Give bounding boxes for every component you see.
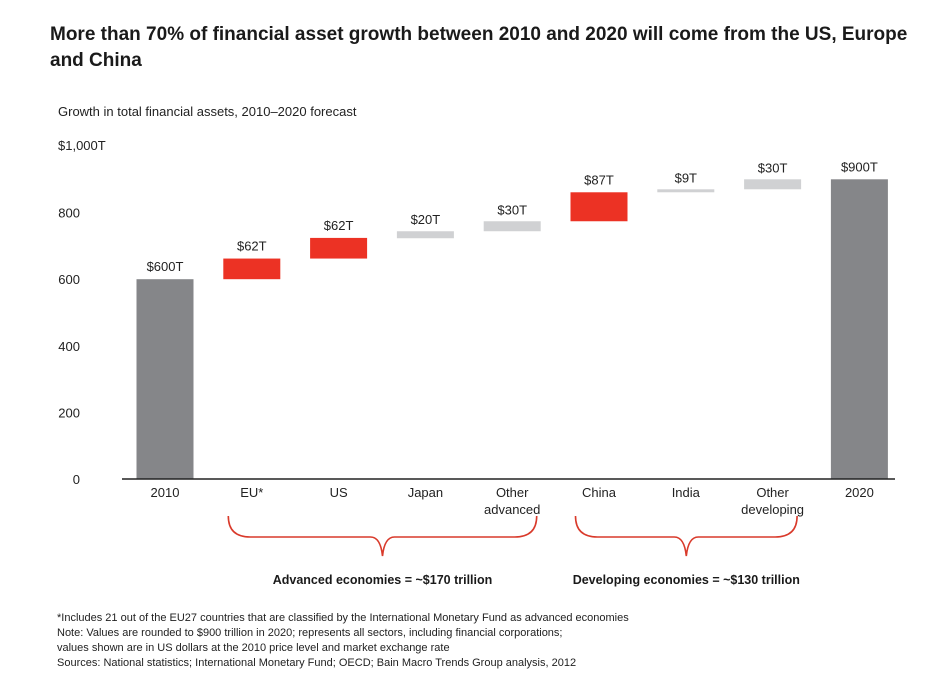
bar-eu- [223, 258, 281, 280]
category-label: 2010 [151, 485, 180, 500]
y-axis-top-label: $1,000T [58, 138, 106, 153]
y-tick-label: 0 [73, 472, 80, 487]
bar-japan [396, 231, 454, 239]
y-tick-label: 200 [58, 405, 80, 420]
y-tick-label: 800 [58, 206, 80, 221]
value-label: $9T [675, 170, 697, 185]
advanced-economies-label: Advanced economies = ~$170 trillion [273, 573, 493, 587]
bar-other-advanced [483, 221, 541, 232]
waterfall-chart: 0 200 400 600 800 $1,000T $600T 2010 $62T EU* $62T… [58, 138, 895, 587]
footnote-note-cont: values shown are in US dollars at the 20… [57, 642, 450, 654]
category-label: developing [741, 502, 804, 517]
y-tick-label: 600 [58, 272, 80, 287]
footnote-eu: *Includes 21 out of the EU27 countries t… [57, 612, 629, 624]
chart-subtitle: Growth in total financial assets, 2010–2… [58, 104, 357, 119]
value-label: $87T [584, 172, 614, 187]
value-label: $20T [411, 212, 441, 227]
value-label: $62T [237, 239, 267, 254]
bar-india [657, 189, 715, 193]
y-tick-label: 400 [58, 339, 80, 354]
category-label: Other [496, 485, 529, 500]
bar-2020 [830, 179, 888, 480]
category-label: Other [756, 485, 789, 500]
chart-title: More than 70% of financial asset growth … [50, 24, 908, 71]
bar-2010 [136, 279, 194, 479]
value-label: $30T [497, 202, 527, 217]
footnotes: *Includes 21 out of the EU27 countries t… [57, 611, 927, 671]
category-label: US [330, 485, 348, 500]
category-label: EU* [240, 485, 263, 500]
bar-other-developing [744, 179, 802, 190]
developing-economies-brace [574, 515, 798, 557]
category-label: 2020 [845, 485, 874, 500]
category-label: Japan [408, 485, 443, 500]
bar-china [570, 192, 628, 222]
value-label: $62T [324, 218, 354, 233]
value-label: $600T [147, 259, 184, 274]
category-label: advanced [484, 502, 540, 517]
value-label: $30T [758, 160, 788, 175]
value-label: $900T [841, 159, 878, 174]
developing-economies-label: Developing economies = ~$130 trillion [573, 573, 800, 587]
category-label: China [582, 485, 617, 500]
footnote-sources: Sources: National statistics; Internatio… [57, 657, 577, 669]
bar-us [310, 237, 368, 259]
footnote-note: Note: Values are rounded to $900 trillio… [57, 627, 563, 639]
advanced-economies-brace [227, 515, 538, 557]
category-label: India [672, 485, 701, 500]
